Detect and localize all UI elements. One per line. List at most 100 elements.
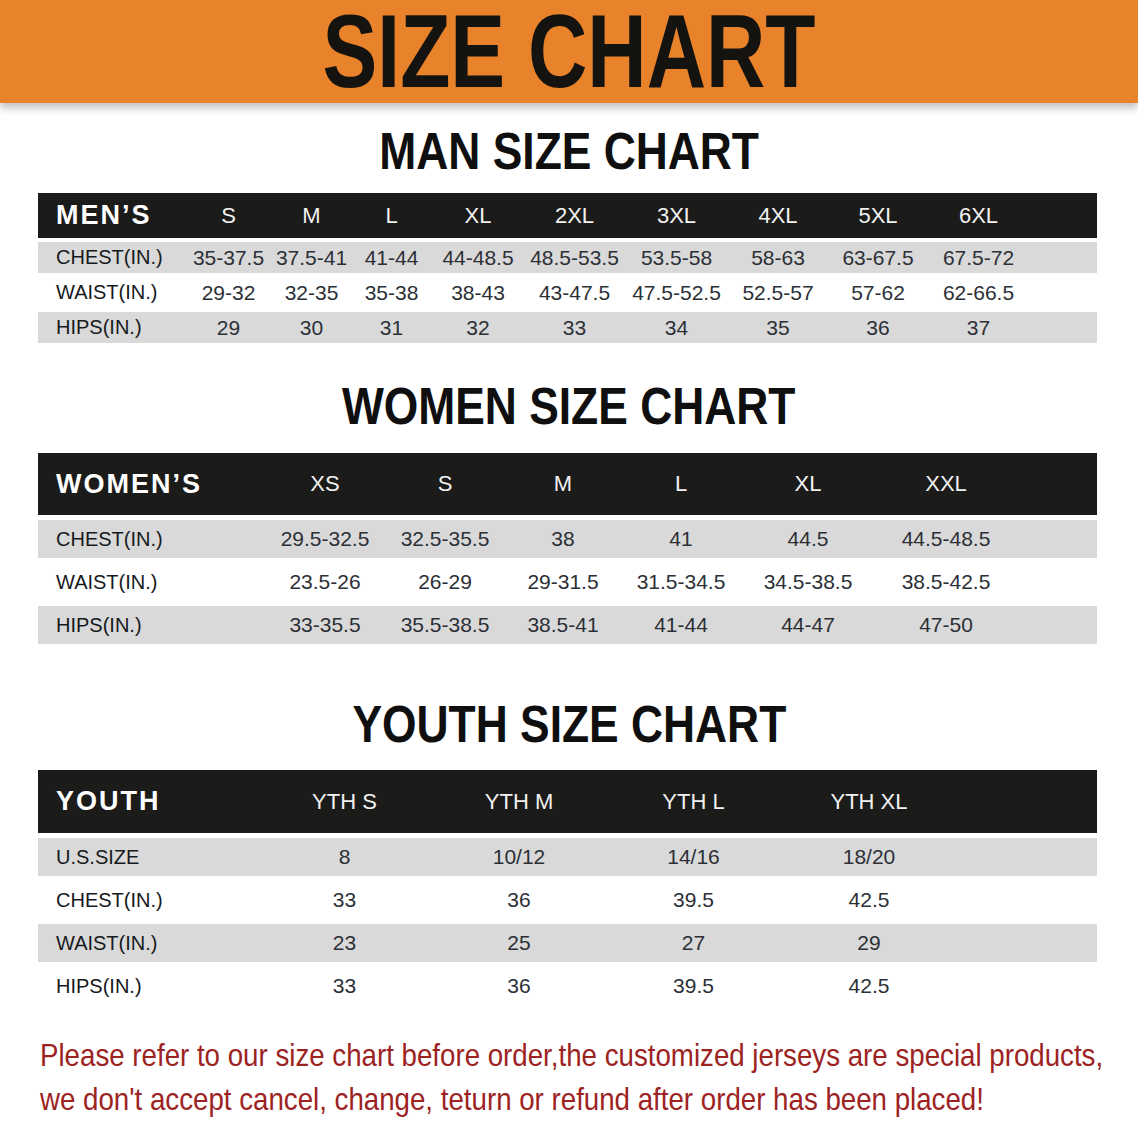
women-size-chart-heading: WOMEN SIZE CHART bbox=[0, 377, 1138, 436]
size-value-cell: 35-38 bbox=[351, 277, 432, 308]
size-value-cell: 33 bbox=[257, 881, 432, 919]
size-value-cell: 31 bbox=[351, 312, 432, 343]
row-label: HIPS(IN.) bbox=[38, 312, 185, 343]
mens-size-table: MEN’SSMLXL2XL3XL4XL5XL6XLCHEST(IN.)35-37… bbox=[38, 189, 1097, 347]
row-filler bbox=[957, 838, 1097, 876]
row-label: U.S.SIZE bbox=[38, 838, 257, 876]
size-value-cell: 38.5-42.5 bbox=[875, 563, 1017, 601]
table-row: WAIST(IN.)23252729 bbox=[38, 924, 1097, 962]
size-value-cell: 43-47.5 bbox=[524, 277, 625, 308]
size-chart-banner: SIZE CHART bbox=[0, 0, 1138, 103]
disclaimer-text: Please refer to our size chart before or… bbox=[40, 1033, 1138, 1121]
row-filler bbox=[1017, 520, 1097, 558]
size-value-cell: 38 bbox=[505, 520, 621, 558]
column-header: 5XL bbox=[828, 193, 928, 238]
size-value-cell: 36 bbox=[828, 312, 928, 343]
size-value-cell: 47-50 bbox=[875, 606, 1017, 644]
column-header: 2XL bbox=[524, 193, 625, 238]
column-header: L bbox=[621, 453, 741, 515]
size-value-cell: 29.5-32.5 bbox=[265, 520, 385, 558]
table-row: WAIST(IN.)23.5-2626-2929-31.531.5-34.534… bbox=[38, 563, 1097, 601]
row-label: CHEST(IN.) bbox=[38, 242, 185, 273]
row-label: WAIST(IN.) bbox=[38, 924, 257, 962]
size-value-cell: 31.5-34.5 bbox=[621, 563, 741, 601]
size-value-cell: 48.5-53.5 bbox=[524, 242, 625, 273]
size-value-cell: 33-35.5 bbox=[265, 606, 385, 644]
header-filler bbox=[1017, 453, 1097, 515]
row-filler bbox=[957, 924, 1097, 962]
size-value-cell: 47.5-52.5 bbox=[625, 277, 728, 308]
size-value-cell: 37 bbox=[928, 312, 1029, 343]
column-header: XL bbox=[432, 193, 524, 238]
size-value-cell: 32 bbox=[432, 312, 524, 343]
size-value-cell: 63-67.5 bbox=[828, 242, 928, 273]
row-label: CHEST(IN.) bbox=[38, 520, 265, 558]
size-value-cell: 38-43 bbox=[432, 277, 524, 308]
row-label: HIPS(IN.) bbox=[38, 967, 257, 1005]
man-size-chart-heading: MAN SIZE CHART bbox=[0, 122, 1138, 181]
size-value-cell: 62-66.5 bbox=[928, 277, 1029, 308]
row-filler bbox=[1029, 277, 1097, 308]
header-filler bbox=[957, 770, 1097, 833]
size-value-cell: 42.5 bbox=[781, 881, 957, 919]
size-value-cell: 42.5 bbox=[781, 967, 957, 1005]
size-value-cell: 36 bbox=[432, 967, 606, 1005]
row-label: HIPS(IN.) bbox=[38, 606, 265, 644]
size-value-cell: 35 bbox=[728, 312, 828, 343]
size-value-cell: 58-63 bbox=[728, 242, 828, 273]
disclaimer-line-1: Please refer to our size chart before or… bbox=[40, 1033, 1103, 1077]
row-label: WAIST(IN.) bbox=[38, 277, 185, 308]
column-header: S bbox=[385, 453, 505, 515]
row-filler bbox=[1017, 606, 1097, 644]
row-filler bbox=[1029, 312, 1097, 343]
youth-size-table: YOUTHYTH SYTH MYTH LYTH XLU.S.SIZE810/12… bbox=[38, 765, 1097, 1010]
size-value-cell: 35.5-38.5 bbox=[385, 606, 505, 644]
size-value-cell: 29 bbox=[781, 924, 957, 962]
size-value-cell: 23 bbox=[257, 924, 432, 962]
size-value-cell: 32-35 bbox=[272, 277, 351, 308]
row-filler bbox=[1029, 242, 1097, 273]
disclaimer-line-2: we don't accept cancel, change, teturn o… bbox=[40, 1077, 1103, 1121]
size-value-cell: 33 bbox=[257, 967, 432, 1005]
header-filler bbox=[1029, 193, 1097, 238]
table-row: HIPS(IN.)33-35.535.5-38.538.5-4141-4444-… bbox=[38, 606, 1097, 644]
table-row: CHEST(IN.)333639.542.5 bbox=[38, 881, 1097, 919]
size-value-cell: 53.5-58 bbox=[625, 242, 728, 273]
size-value-cell: 32.5-35.5 bbox=[385, 520, 505, 558]
column-header: 3XL bbox=[625, 193, 728, 238]
row-filler bbox=[1017, 563, 1097, 601]
size-value-cell: 36 bbox=[432, 881, 606, 919]
size-value-cell: 41-44 bbox=[621, 606, 741, 644]
size-value-cell: 14/16 bbox=[606, 838, 781, 876]
column-header: M bbox=[505, 453, 621, 515]
column-header: XL bbox=[741, 453, 875, 515]
size-value-cell: 57-62 bbox=[828, 277, 928, 308]
column-header: YTH S bbox=[257, 770, 432, 833]
size-value-cell: 8 bbox=[257, 838, 432, 876]
table-row: U.S.SIZE810/1214/1618/20 bbox=[38, 838, 1097, 876]
size-value-cell: 30 bbox=[272, 312, 351, 343]
size-value-cell: 33 bbox=[524, 312, 625, 343]
table-row: CHEST(IN.)29.5-32.532.5-35.5384144.544.5… bbox=[38, 520, 1097, 558]
row-label: CHEST(IN.) bbox=[38, 881, 257, 919]
column-header: S bbox=[185, 193, 272, 238]
size-value-cell: 41-44 bbox=[351, 242, 432, 273]
table-row: CHEST(IN.)35-37.537.5-4141-4444-48.548.5… bbox=[38, 242, 1097, 273]
size-value-cell: 39.5 bbox=[606, 881, 781, 919]
size-value-cell: 41 bbox=[621, 520, 741, 558]
size-value-cell: 34.5-38.5 bbox=[741, 563, 875, 601]
column-header: YTH XL bbox=[781, 770, 957, 833]
womens-size-table: WOMEN’SXSSMLXLXXLCHEST(IN.)29.5-32.532.5… bbox=[38, 448, 1097, 649]
column-header: 6XL bbox=[928, 193, 1029, 238]
column-header: L bbox=[351, 193, 432, 238]
size-value-cell: 67.5-72 bbox=[928, 242, 1029, 273]
size-value-cell: 25 bbox=[432, 924, 606, 962]
size-value-cell: 29-32 bbox=[185, 277, 272, 308]
size-value-cell: 39.5 bbox=[606, 967, 781, 1005]
table-header-label: YOUTH bbox=[38, 770, 257, 833]
size-value-cell: 29 bbox=[185, 312, 272, 343]
size-value-cell: 18/20 bbox=[781, 838, 957, 876]
column-header: XXL bbox=[875, 453, 1017, 515]
column-header: XS bbox=[265, 453, 385, 515]
youth-size-chart-heading: YOUTH SIZE CHART bbox=[0, 695, 1138, 754]
